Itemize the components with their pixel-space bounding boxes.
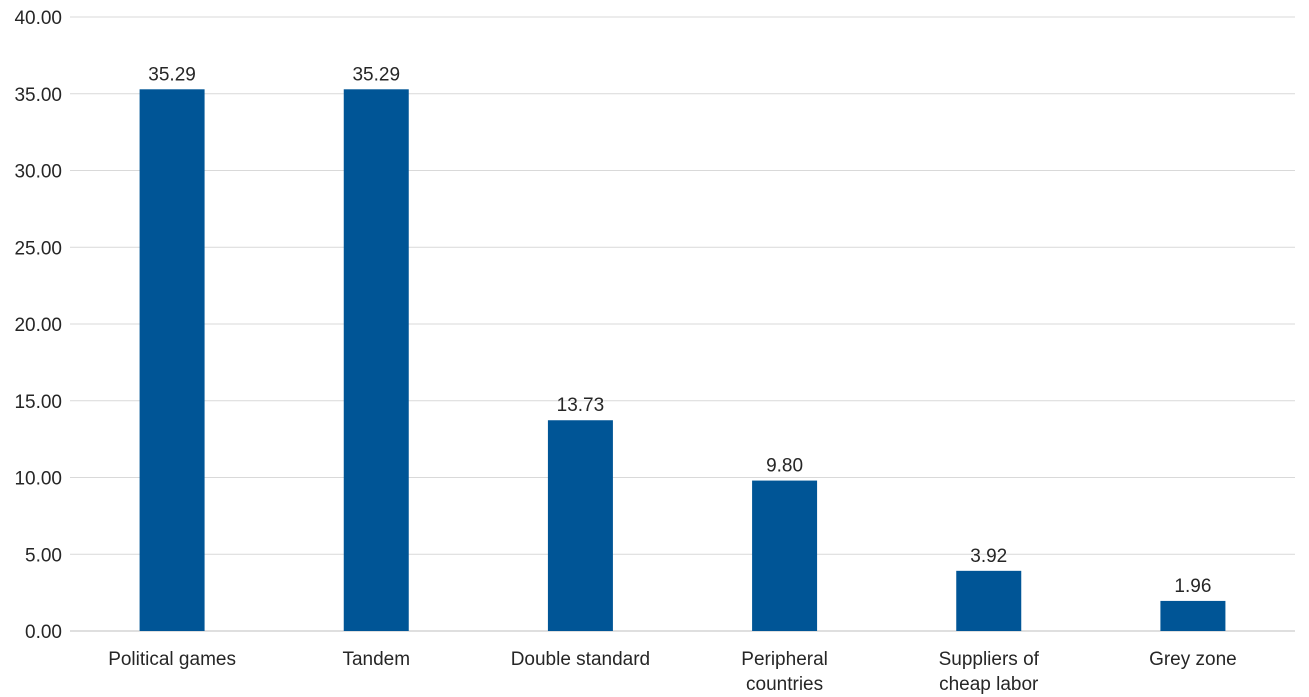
bar-value-label: 1.96 (1174, 576, 1211, 597)
category-label: Double standard (511, 649, 650, 670)
bar (343, 89, 409, 631)
data-labels: 35.29 35.29 13.73 9.80 3.92 1.96 (148, 64, 1211, 597)
bar (956, 570, 1022, 631)
category-label: Tandem (342, 649, 410, 670)
bars (139, 89, 1226, 631)
y-tick-label: 10.00 (14, 469, 62, 490)
bar (139, 89, 205, 631)
category-label: Political games (108, 649, 236, 670)
y-tick-label: 0.00 (25, 622, 62, 643)
gridlines (70, 16, 1295, 632)
y-tick-label: 25.00 (14, 238, 62, 259)
bar (547, 420, 613, 631)
bar-value-label: 13.73 (557, 395, 605, 416)
bar-value-label: 35.29 (352, 64, 400, 85)
category-label: Grey zone (1149, 649, 1237, 670)
x-axis-category-labels: Political games Tandem Double standard Peri… (108, 649, 1237, 695)
bar-value-label: 35.29 (148, 64, 196, 85)
bar-value-label: 3.92 (970, 546, 1007, 567)
category-label: Suppliers of cheap labor (939, 649, 1040, 695)
bar-value-label: 9.80 (766, 456, 803, 477)
category-label: Peripheral countries (741, 649, 828, 695)
y-tick-label: 40.00 (14, 8, 62, 29)
y-tick-label: 35.00 (14, 85, 62, 106)
y-axis-tick-labels: 0.00 5.00 10.00 15.00 20.00 25.00 30.00 35.00 40… (14, 8, 62, 643)
y-tick-label: 30.00 (14, 162, 62, 183)
y-tick-label: 20.00 (14, 315, 62, 336)
bar (752, 480, 818, 631)
y-tick-label: 15.00 (14, 392, 62, 413)
bar (1160, 600, 1226, 631)
y-tick-label: 5.00 (25, 545, 62, 566)
